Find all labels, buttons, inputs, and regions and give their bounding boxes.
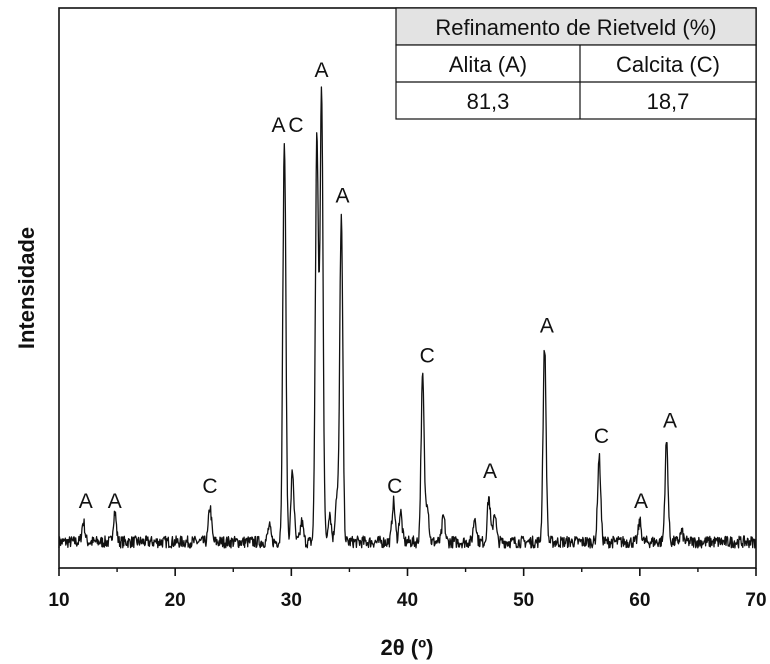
peak-label-a: A [483, 460, 497, 483]
x-tick-label: 30 [281, 590, 302, 611]
x-tick-label: 40 [397, 590, 418, 611]
x-tick-label: 50 [513, 590, 534, 611]
peak-label-c: C [387, 475, 402, 498]
table-header-alita: Alita (A) [449, 52, 527, 77]
xrd-pattern-line [58, 86, 757, 549]
peak-label-a: A [315, 59, 329, 82]
peak-label-c: C [420, 345, 435, 368]
x-tick-label: 20 [165, 590, 186, 611]
x-tick-label: 70 [745, 590, 766, 611]
peak-label-c: C [594, 425, 609, 448]
x-tick-label: 10 [48, 590, 69, 611]
peak-label-a: A [634, 490, 648, 513]
plot-area [58, 86, 757, 549]
peak-label-a: A [540, 315, 554, 338]
table-value-calcita: 18,7 [647, 89, 690, 114]
peak-label-c: C [202, 475, 217, 498]
rietveld-table: Refinamento de Rietveld (%) Alita (A) Calc… [395, 7, 757, 120]
peak-label-a: A [663, 410, 677, 433]
peak-label-a: A [79, 490, 93, 513]
peak-label-a: A [272, 114, 286, 137]
peak-label-a: A [108, 490, 122, 513]
x-tick-label: 60 [629, 590, 650, 611]
y-axis-title: Intensidade [14, 227, 39, 349]
x-axis-title: 2θ (º) [381, 635, 434, 660]
table-header-calcita: Calcita (C) [616, 52, 720, 77]
table-value-alita: 81,3 [467, 89, 510, 114]
peak-label-c: C [288, 114, 303, 137]
peak-label-a: A [335, 184, 349, 207]
table-title: Refinamento de Rietveld (%) [435, 15, 716, 40]
